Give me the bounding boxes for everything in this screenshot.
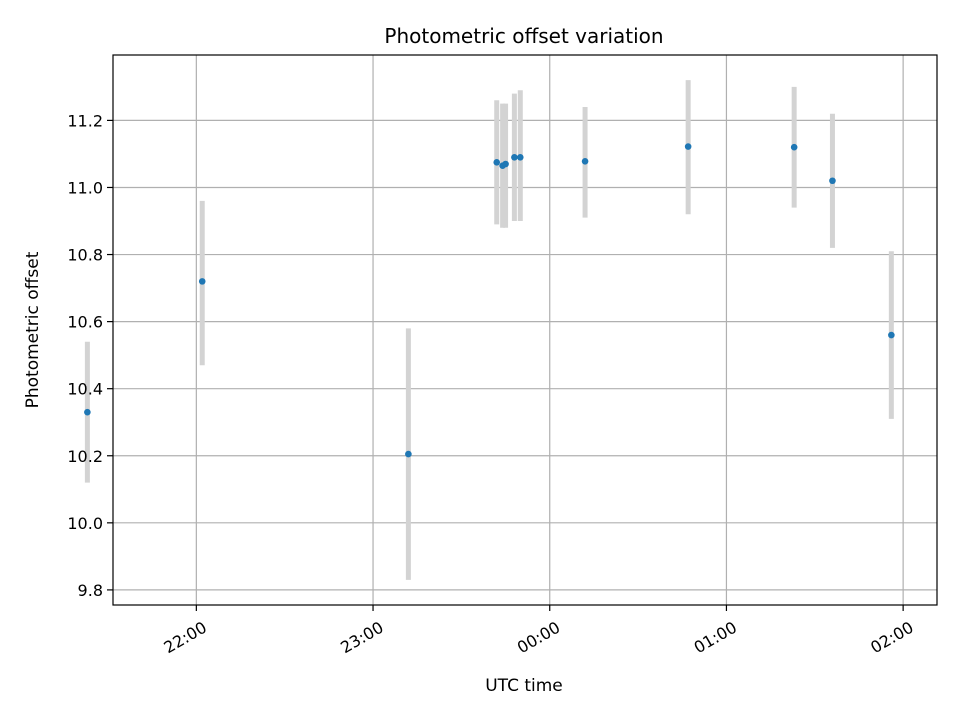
data-point xyxy=(516,153,524,161)
data-point xyxy=(405,450,412,458)
data-point xyxy=(790,143,798,151)
x-tick-label: 23:00 xyxy=(337,618,386,658)
y-tick-label: 10.8 xyxy=(67,246,103,265)
grid xyxy=(113,55,937,605)
y-tick-label: 11.2 xyxy=(67,111,103,130)
x-tick-label: 22:00 xyxy=(161,618,210,658)
data-point xyxy=(493,159,501,166)
x-tick-label: 00:00 xyxy=(514,618,563,658)
chart-title: Photometric offset variation xyxy=(384,24,663,48)
data-point xyxy=(888,331,895,339)
axis-ticks: 9.8 10.0 10.2 10.4 10.6 10.8 11.0 11.2 22:00 23:0… xyxy=(67,111,916,657)
data-point xyxy=(198,278,206,285)
error-bars xyxy=(84,80,894,580)
data-point xyxy=(829,177,836,185)
data-point xyxy=(84,408,91,416)
y-tick-label: 10.4 xyxy=(67,380,103,399)
data-point xyxy=(684,143,692,150)
y-tick-label: 11.0 xyxy=(67,178,103,197)
data-point xyxy=(502,160,509,168)
y-axis-label: Photometric offset xyxy=(23,251,43,408)
y-tick-label: 10.6 xyxy=(67,313,103,332)
x-axis-label: UTC time xyxy=(485,676,563,696)
data-points xyxy=(84,143,895,458)
y-tick-label: 9.8 xyxy=(78,581,103,600)
y-tick-label: 10.2 xyxy=(67,447,103,466)
data-point xyxy=(581,158,589,165)
plot-frame xyxy=(112,54,938,606)
x-tick-label: 01:00 xyxy=(691,618,740,658)
x-tick-label: 02:00 xyxy=(867,618,916,658)
data-point xyxy=(511,153,518,161)
y-tick-label: 10.0 xyxy=(67,514,103,533)
